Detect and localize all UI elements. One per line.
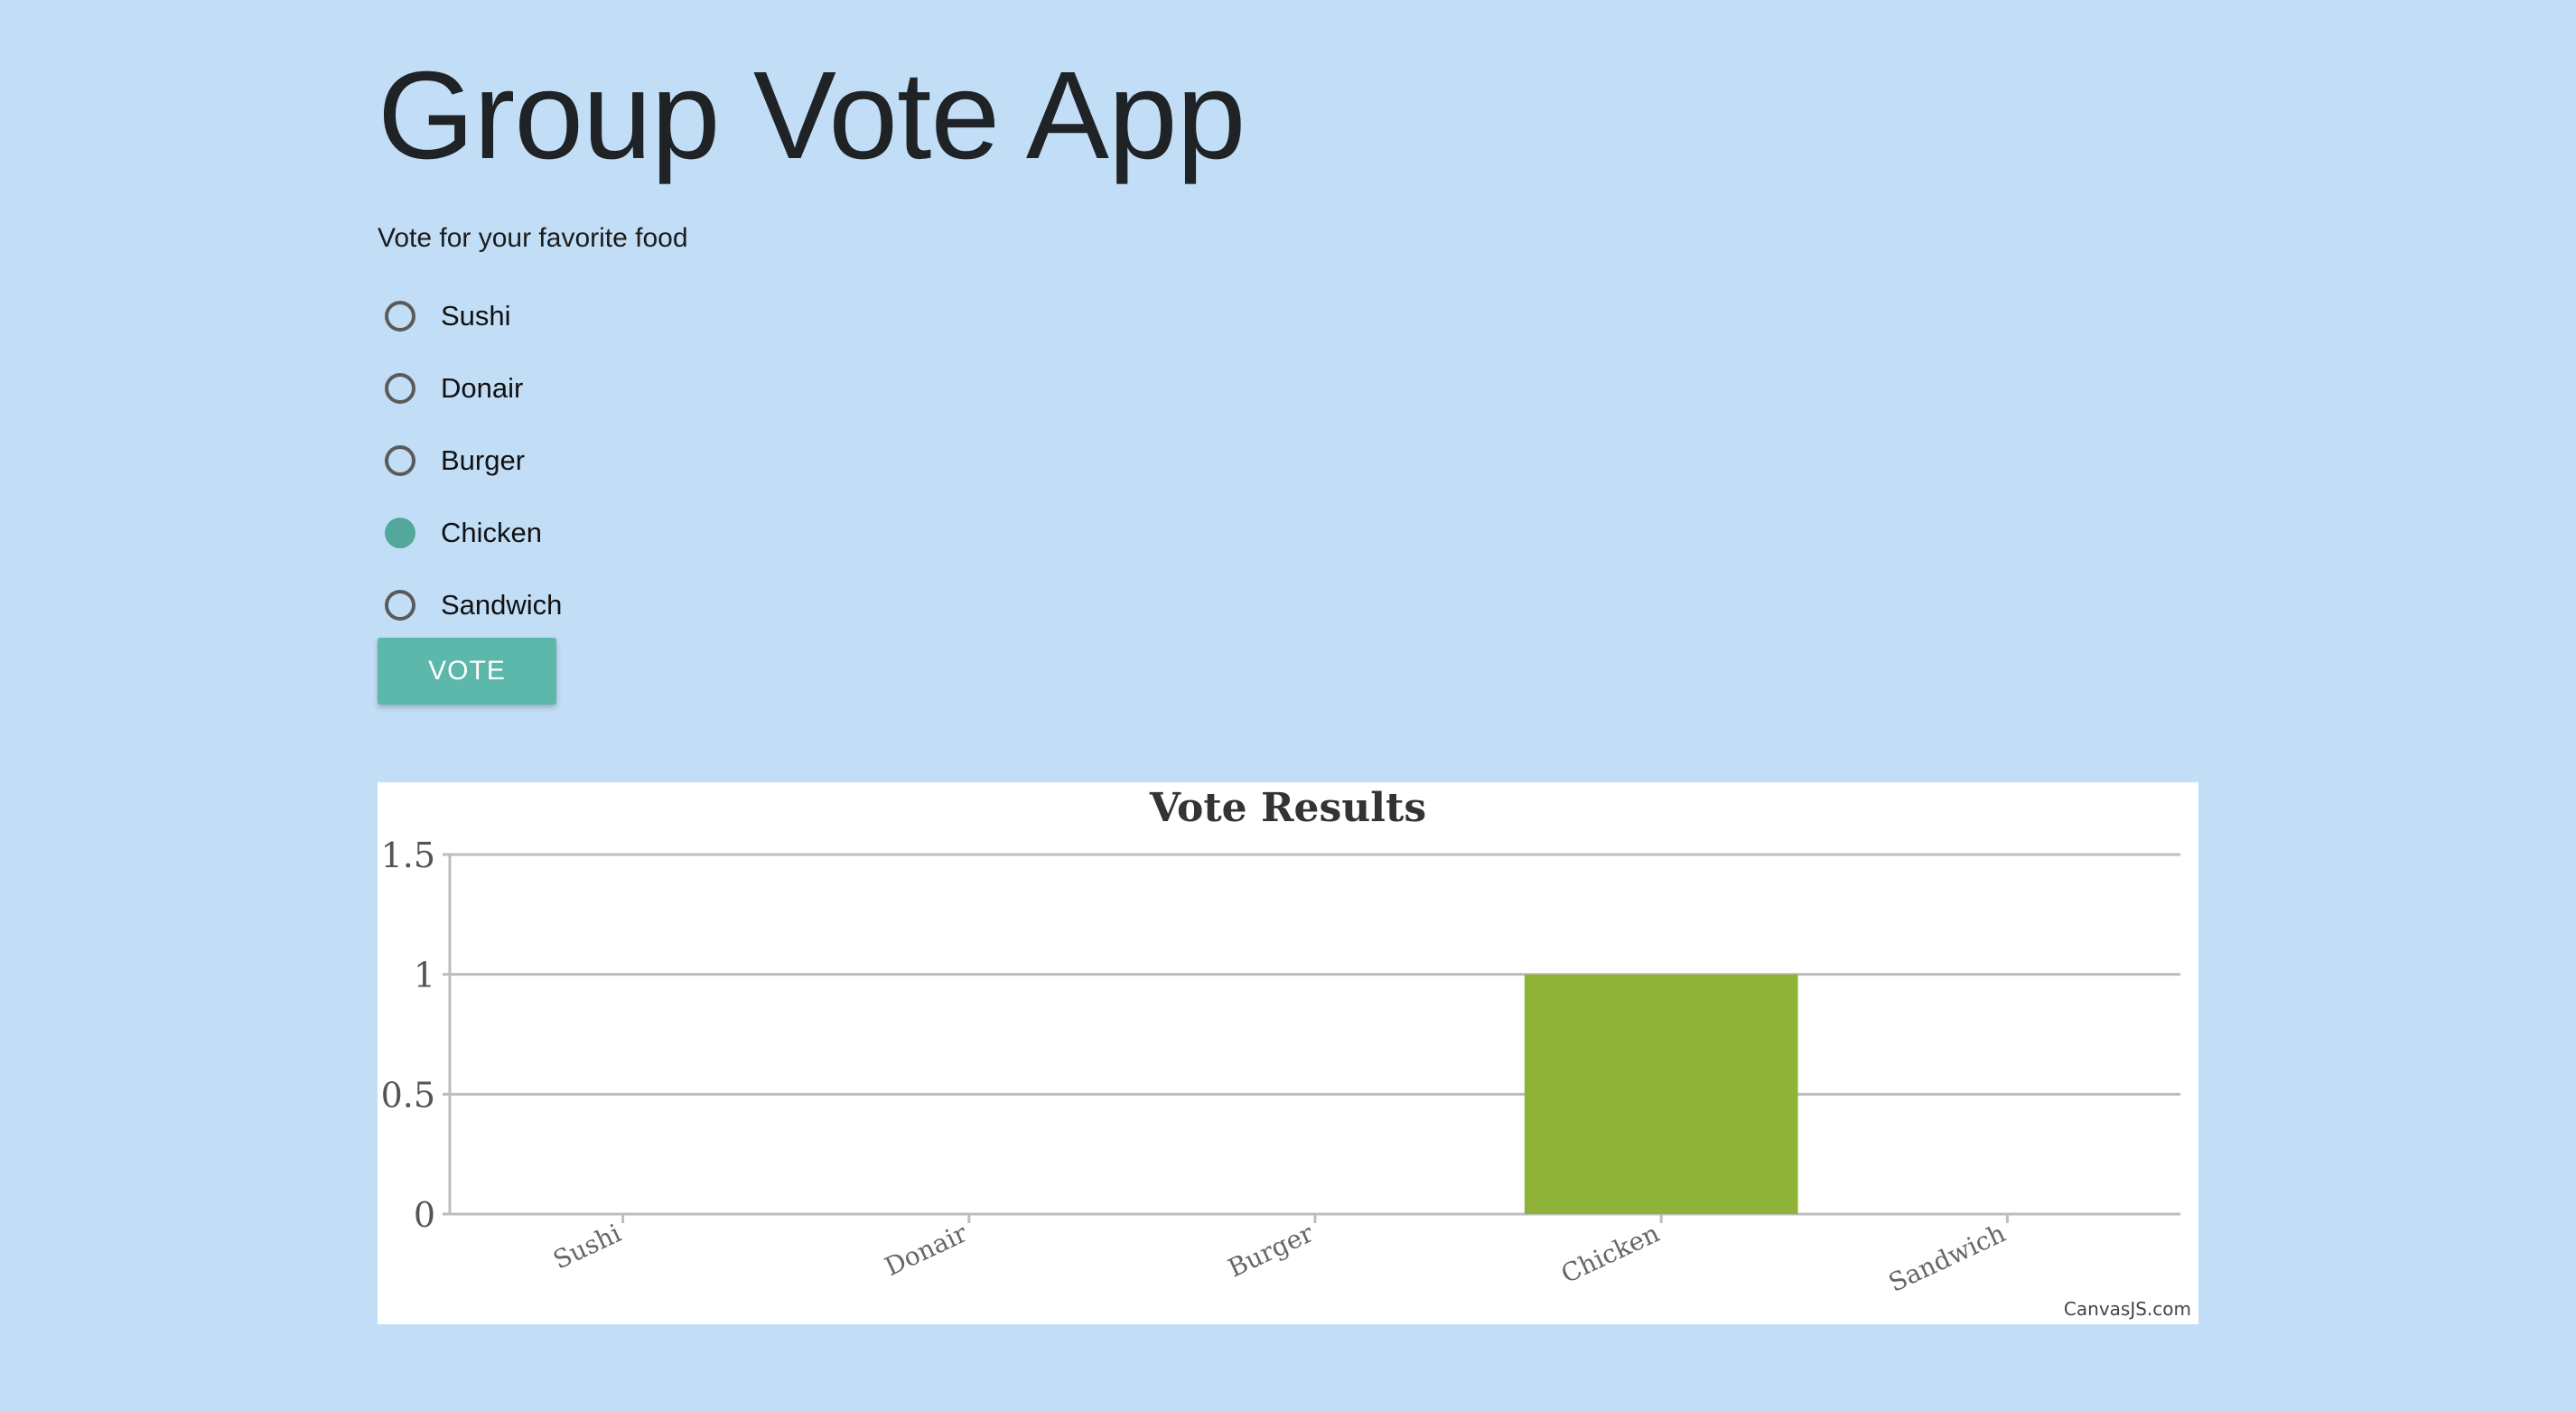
- chart-title: Vote Results: [1149, 785, 1426, 831]
- vote-prompt: Vote for your favorite food: [378, 223, 688, 253]
- bar-chicken: [1524, 974, 1798, 1214]
- x-tick-label: Sandwich: [1884, 1218, 2010, 1297]
- vote-results-chart: Vote Results 0 0.5 1 1.5 Sushi Donair Burger Chi…: [378, 782, 2198, 1324]
- option-label: Chicken: [441, 517, 542, 548]
- option-donair[interactable]: Donair: [378, 352, 919, 425]
- x-tick-label: Chicken: [1556, 1218, 1664, 1289]
- option-chicken[interactable]: Chicken: [378, 497, 919, 569]
- option-burger[interactable]: Burger: [378, 425, 919, 497]
- radio-burger[interactable]: [385, 445, 415, 476]
- vote-button[interactable]: VOTE: [378, 638, 556, 705]
- chart-credit: CanvasJS.com: [2064, 1298, 2191, 1320]
- radio-sandwich[interactable]: [385, 590, 415, 621]
- radio-donair[interactable]: [385, 373, 415, 404]
- chart-svg: Vote Results 0 0.5 1 1.5 Sushi Donair Burger Chi…: [381, 785, 2191, 1320]
- y-tick-label: 1.5: [381, 836, 435, 875]
- radio-chicken[interactable]: [385, 518, 415, 548]
- option-label: Sushi: [441, 300, 511, 332]
- page-title: Group Vote App: [378, 46, 1246, 185]
- option-sushi[interactable]: Sushi: [378, 280, 919, 352]
- option-sandwich[interactable]: Sandwich: [378, 569, 919, 641]
- food-options: Sushi Donair Burger Chicken Sandwich: [378, 280, 919, 641]
- option-label: Donair: [441, 372, 524, 404]
- option-label: Burger: [441, 444, 526, 476]
- radio-sushi[interactable]: [385, 301, 415, 332]
- y-tick-label: 0: [414, 1195, 435, 1235]
- y-tick-label: 1: [414, 956, 435, 995]
- option-label: Sandwich: [441, 589, 563, 621]
- x-tick-label: Burger: [1223, 1218, 1318, 1283]
- x-tick-label: Donair: [880, 1218, 972, 1282]
- x-tick-label: Sushi: [548, 1218, 625, 1275]
- y-tick-label: 0.5: [381, 1075, 435, 1115]
